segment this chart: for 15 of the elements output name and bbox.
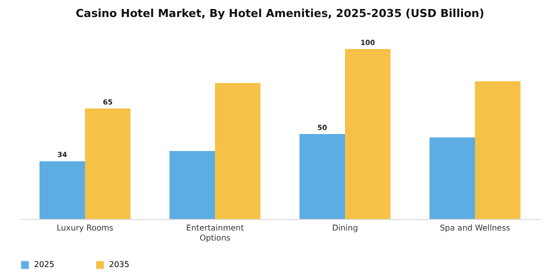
chart-title: Casino Hotel Market, By Hotel Amenities, 2025-2035 (USD Billion) xyxy=(76,7,484,20)
bar xyxy=(215,83,260,219)
bar xyxy=(85,108,130,219)
x-tick-label: Spa and Wellness xyxy=(440,224,510,232)
bar xyxy=(345,49,390,219)
x-tick-label: Entertainment Options xyxy=(186,224,244,242)
bar xyxy=(430,137,475,219)
bar xyxy=(475,81,520,219)
legend-label: 2025 xyxy=(34,260,54,269)
bar xyxy=(170,151,215,219)
x-tick-label: Dining xyxy=(332,224,358,232)
bar xyxy=(40,161,85,219)
x-tick-label: Luxury Rooms xyxy=(56,224,114,232)
bar xyxy=(300,134,345,219)
legend-label: 2035 xyxy=(109,260,130,269)
